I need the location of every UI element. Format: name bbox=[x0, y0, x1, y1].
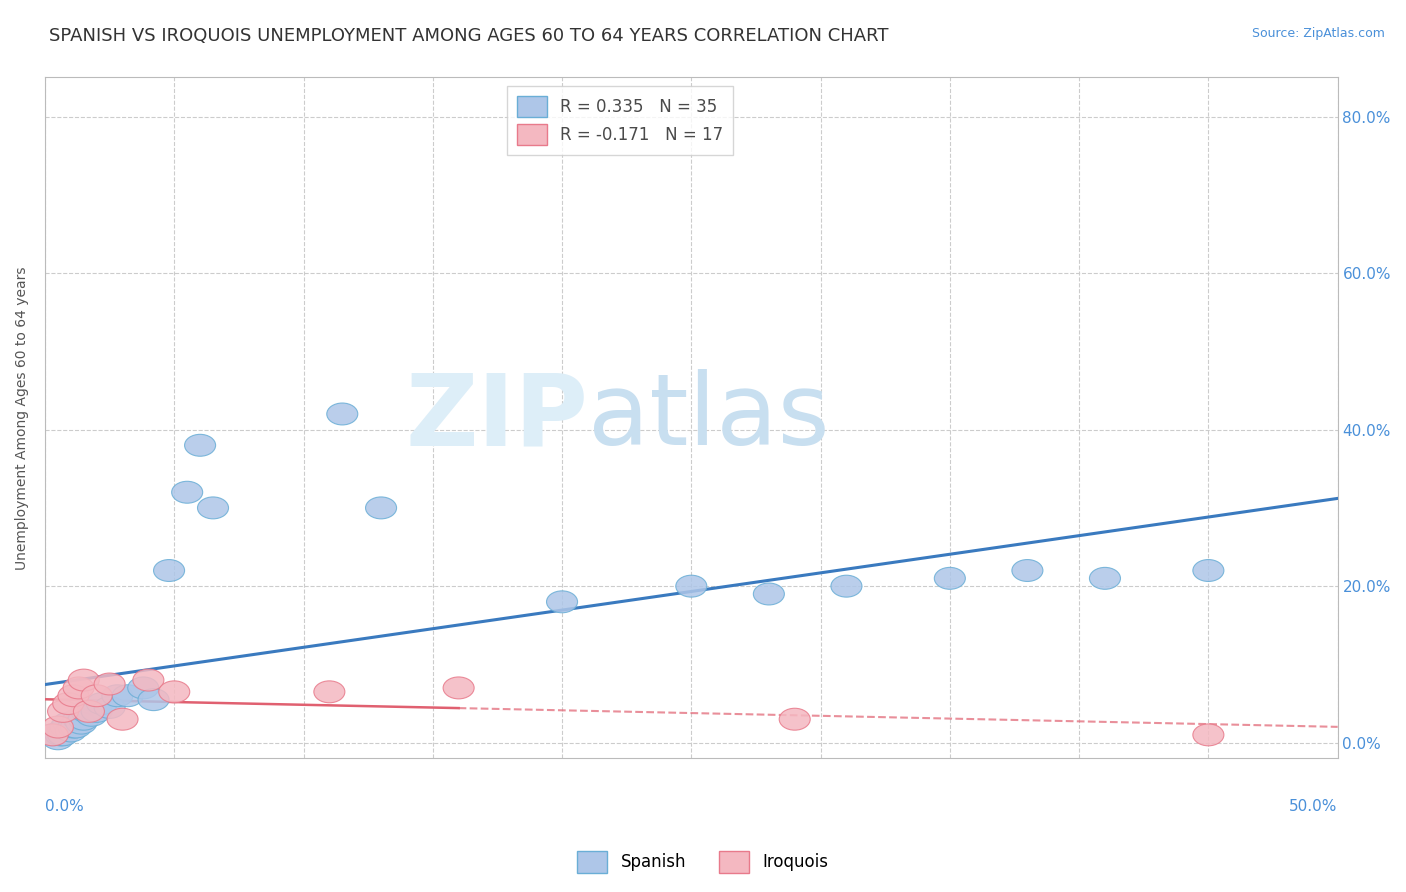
Ellipse shape bbox=[754, 583, 785, 605]
Ellipse shape bbox=[69, 669, 100, 691]
Ellipse shape bbox=[138, 689, 169, 711]
Ellipse shape bbox=[134, 669, 165, 691]
Ellipse shape bbox=[101, 685, 134, 706]
Ellipse shape bbox=[153, 559, 184, 582]
Ellipse shape bbox=[1192, 724, 1223, 746]
Legend: Spanish, Iroquois: Spanish, Iroquois bbox=[571, 845, 835, 880]
Ellipse shape bbox=[51, 716, 82, 738]
Ellipse shape bbox=[45, 724, 76, 746]
Ellipse shape bbox=[42, 728, 73, 750]
Ellipse shape bbox=[831, 575, 862, 597]
Ellipse shape bbox=[547, 591, 578, 613]
Ellipse shape bbox=[94, 697, 125, 718]
Ellipse shape bbox=[58, 716, 89, 738]
Ellipse shape bbox=[53, 712, 84, 734]
Ellipse shape bbox=[128, 677, 159, 698]
Text: 0.0%: 0.0% bbox=[45, 799, 84, 814]
Ellipse shape bbox=[82, 700, 112, 723]
Ellipse shape bbox=[366, 497, 396, 519]
Ellipse shape bbox=[112, 685, 143, 706]
Legend: R = 0.335   N = 35, R = -0.171   N = 17: R = 0.335 N = 35, R = -0.171 N = 17 bbox=[508, 86, 734, 155]
Text: ZIP: ZIP bbox=[405, 369, 588, 467]
Ellipse shape bbox=[55, 720, 86, 742]
Y-axis label: Unemployment Among Ages 60 to 64 years: Unemployment Among Ages 60 to 64 years bbox=[15, 266, 30, 570]
Text: atlas: atlas bbox=[588, 369, 830, 467]
Ellipse shape bbox=[1012, 559, 1043, 582]
Ellipse shape bbox=[107, 708, 138, 731]
Text: Source: ZipAtlas.com: Source: ZipAtlas.com bbox=[1251, 27, 1385, 40]
Ellipse shape bbox=[86, 692, 117, 714]
Ellipse shape bbox=[66, 712, 97, 734]
Ellipse shape bbox=[63, 708, 94, 731]
Ellipse shape bbox=[42, 716, 73, 738]
Ellipse shape bbox=[1192, 559, 1223, 582]
Ellipse shape bbox=[58, 685, 89, 706]
Ellipse shape bbox=[676, 575, 707, 597]
Ellipse shape bbox=[48, 700, 79, 723]
Ellipse shape bbox=[443, 677, 474, 698]
Ellipse shape bbox=[37, 724, 69, 746]
Ellipse shape bbox=[172, 482, 202, 503]
Ellipse shape bbox=[184, 434, 215, 456]
Ellipse shape bbox=[37, 724, 69, 746]
Ellipse shape bbox=[779, 708, 810, 731]
Ellipse shape bbox=[76, 705, 107, 726]
Ellipse shape bbox=[82, 685, 112, 706]
Ellipse shape bbox=[159, 681, 190, 703]
Ellipse shape bbox=[60, 716, 91, 738]
Ellipse shape bbox=[69, 708, 100, 731]
Ellipse shape bbox=[53, 692, 84, 714]
Ellipse shape bbox=[197, 497, 229, 519]
Ellipse shape bbox=[94, 673, 125, 695]
Ellipse shape bbox=[70, 700, 101, 723]
Ellipse shape bbox=[63, 677, 94, 698]
Ellipse shape bbox=[1090, 567, 1121, 590]
Text: SPANISH VS IROQUOIS UNEMPLOYMENT AMONG AGES 60 TO 64 YEARS CORRELATION CHART: SPANISH VS IROQUOIS UNEMPLOYMENT AMONG A… bbox=[49, 27, 889, 45]
Ellipse shape bbox=[73, 700, 104, 723]
Text: 50.0%: 50.0% bbox=[1289, 799, 1337, 814]
Ellipse shape bbox=[48, 724, 79, 746]
Ellipse shape bbox=[935, 567, 966, 590]
Ellipse shape bbox=[326, 403, 357, 425]
Ellipse shape bbox=[314, 681, 344, 703]
